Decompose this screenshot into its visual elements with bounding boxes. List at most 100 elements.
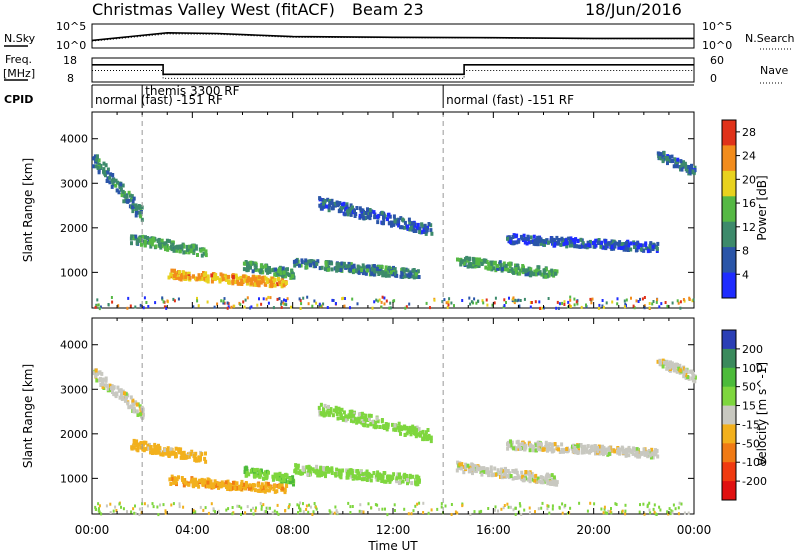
scatter-cell [389,301,392,305]
echo-cell [467,261,471,266]
colorbar-segment [722,196,736,223]
echo-cell [534,473,538,478]
echo-cell [197,458,201,463]
echo-cell [408,220,412,225]
echo-cell [170,450,174,455]
scatter-cell [674,507,677,511]
echo-cell [223,275,227,280]
echo-cell [176,244,180,249]
echo-cell [335,467,339,472]
echo-cell [416,269,420,274]
echo-cell [426,435,429,439]
echo-cell [522,268,526,273]
echo-cell [188,276,192,280]
echo-cell [342,261,346,266]
echo-cell [536,235,540,240]
echo-cell [108,383,112,388]
echo-cell [322,466,325,470]
echo-cell [260,484,264,489]
scatter-cell [556,300,559,304]
echo-cell [376,470,380,475]
echo-cell [668,155,672,160]
scatter-cell [447,303,450,307]
echo-cell [194,477,198,482]
echo-cell [253,468,256,473]
echo-cell [314,264,317,269]
echo-cell [553,238,557,243]
echo-cell [582,450,586,455]
echo-cell [391,220,395,225]
echo-cell [124,392,128,397]
echo-cell [403,274,407,279]
echo-cell [464,462,468,467]
echo-cell [130,197,133,202]
echo-cell [226,479,230,484]
echo-cell [392,267,396,272]
echo-cell [242,267,246,272]
echo-cell [278,482,282,487]
echo-cell [141,234,145,239]
scatter-cell [445,301,448,305]
echo-cell [544,476,548,481]
echo-cell [597,238,601,242]
echo-cell [533,269,537,274]
scatter-cell [651,302,654,306]
scatter-cell [359,503,362,507]
scatter-cell [196,296,198,300]
echo-cell [409,432,413,437]
echo-cell [261,275,265,280]
echo-cell [675,364,679,369]
scatter-cell [138,507,141,511]
echo-cell [249,485,253,490]
scatter-cell [575,300,578,304]
scatter-cell [611,300,614,304]
echo-cell [682,162,686,167]
echo-cell [110,184,114,189]
echo-cell [337,468,341,473]
echo-cell [411,424,415,429]
scatter-cell [414,504,417,508]
scatter-cell [263,510,266,513]
echo-cell [402,473,406,478]
echo-cell [278,477,282,482]
echo-cell [604,447,608,452]
echo-cell [184,455,188,460]
echo-cell [200,452,204,457]
echo-cell [372,272,376,277]
echo-cell [424,231,428,236]
scatter-cell [514,298,517,302]
echo-cell [158,244,162,249]
scatter-cell [408,302,411,306]
scatter-cell [166,299,169,303]
echo-cell [501,267,504,272]
echo-cell [315,261,319,266]
scatter-cell [182,505,185,509]
echo-cell [380,418,384,422]
echo-cell [229,486,233,491]
scatter-cell [547,297,550,300]
scatter-cell [341,297,344,301]
echo-cell [413,426,417,431]
echo-cell [378,472,382,477]
echo-cell [245,469,249,473]
scatter-cell [436,507,439,511]
scatter-cell [507,505,510,509]
nave-tick-high: 60 [710,54,724,67]
echo-cell [127,198,131,203]
echo-cell [522,447,526,452]
echo-cell [693,375,697,380]
echo-cell [366,418,370,422]
echo-cell [94,164,98,169]
echo-cell [323,199,327,204]
echo-cell [658,358,662,363]
echo-cell [132,402,136,407]
echo-cell [555,482,559,487]
scatter-cell [378,298,381,302]
scatter-cell [600,507,603,511]
echo-cell [458,258,462,262]
echo-cell [335,408,339,413]
echo-cell [325,410,329,415]
scatter-cell [373,300,376,304]
nsearch-tick-high: 10^5 [702,20,732,33]
scatter-cell [485,298,488,302]
